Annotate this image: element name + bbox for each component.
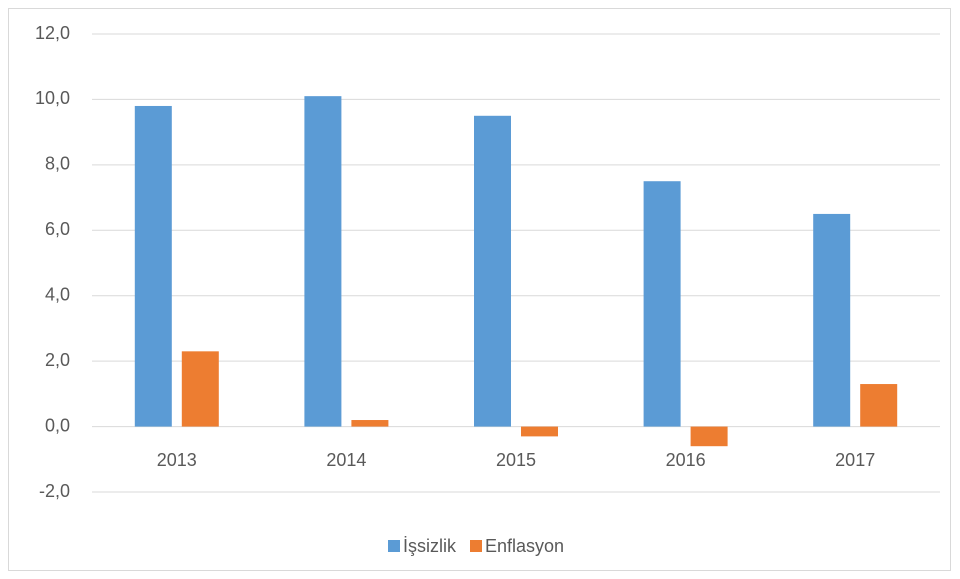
legend-swatch bbox=[470, 540, 482, 552]
y-tick-label: 10,0 bbox=[35, 88, 70, 108]
legend-label: Enflasyon bbox=[485, 536, 564, 556]
bar bbox=[690, 426, 728, 447]
legend-swatch bbox=[388, 540, 400, 552]
bar bbox=[643, 181, 681, 427]
x-tick-label: 2017 bbox=[835, 450, 875, 470]
x-tick-label: 2016 bbox=[666, 450, 706, 470]
bar bbox=[351, 420, 389, 427]
bar bbox=[860, 384, 898, 427]
y-tick-label: 4,0 bbox=[45, 284, 70, 304]
x-tick-label: 2014 bbox=[326, 450, 366, 470]
bar bbox=[134, 105, 172, 427]
bar bbox=[181, 351, 219, 427]
y-tick-label: 2,0 bbox=[45, 350, 70, 370]
bar bbox=[304, 96, 342, 427]
bar bbox=[474, 115, 511, 427]
legend-label: İşsizlik bbox=[403, 536, 457, 556]
y-tick-label: 6,0 bbox=[45, 219, 70, 239]
x-tick-label: 2015 bbox=[496, 450, 536, 470]
y-tick-label: -2,0 bbox=[39, 481, 70, 501]
x-tick-label: 2013 bbox=[157, 450, 197, 470]
y-tick-label: 0,0 bbox=[45, 415, 70, 435]
y-tick-label: 12,0 bbox=[35, 23, 70, 43]
bar bbox=[813, 213, 851, 427]
bar bbox=[521, 426, 558, 437]
y-tick-label: 8,0 bbox=[45, 154, 70, 174]
